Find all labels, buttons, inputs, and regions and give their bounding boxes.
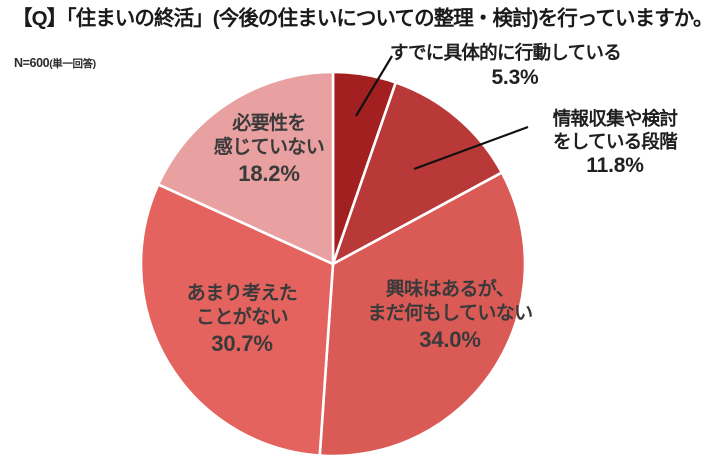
callout-label-already-acting: すでに具体的に行動している 5.3% (390, 42, 690, 90)
pie-slice (318, 171, 527, 458)
slice-label-not-considered: あまり考えた ことがない 30.7% (152, 282, 332, 358)
pie-slice (156, 70, 335, 266)
leader-line-group (355, 55, 529, 171)
sample-size-note: N=600(単一回答) (14, 56, 96, 71)
pie-slice-group (139, 70, 527, 458)
callout-value-already-acting: 5.3% (491, 65, 539, 89)
slice-label-not-considered-line1: あまり考えた (186, 283, 298, 304)
sample-size-method: (単一回答) (49, 58, 96, 70)
slice-label-not-considered-line2: ことがない (195, 306, 289, 328)
pie-slice (331, 81, 504, 266)
callout-label-already-acting-line1: すでに具体的に行動している (390, 42, 622, 63)
slice-label-no-need-line1: 必要性を (232, 113, 306, 134)
slice-label-interest: 興味はあるが、 まだ何もしていない 34.0% (345, 278, 555, 354)
callout-value-gathering-info: 11.8% (586, 154, 644, 178)
callout-label-gathering-info-line2: をしている段階 (552, 130, 678, 152)
slice-label-no-need-line2: 感じていない (213, 136, 325, 158)
slice-value-interest: 34.0% (419, 326, 481, 352)
slice-label-interest-line1: 興味はあるが、 (385, 279, 515, 300)
callout-label-gathering-info-line1: 情報収集や検討 (552, 108, 678, 129)
sample-size-base: N=600 (14, 56, 50, 70)
slice-label-no-need: 必要性を 感じていない 18.2% (187, 112, 351, 188)
slice-value-not-considered: 30.7% (211, 330, 273, 356)
slice-label-interest-line2: まだ何もしていない (367, 302, 533, 324)
slice-value-no-need: 18.2% (238, 160, 300, 186)
callout-label-gathering-info: 情報収集や検討 をしている段階 11.8% (520, 108, 710, 179)
leader-line-acting (355, 55, 393, 117)
pie-slice (139, 183, 335, 457)
page-title: 【Q】「住まいの終活」(今後の住まいについての整理・検討)を行っていますか。 (12, 7, 714, 30)
leader-line-gathering (413, 125, 529, 171)
